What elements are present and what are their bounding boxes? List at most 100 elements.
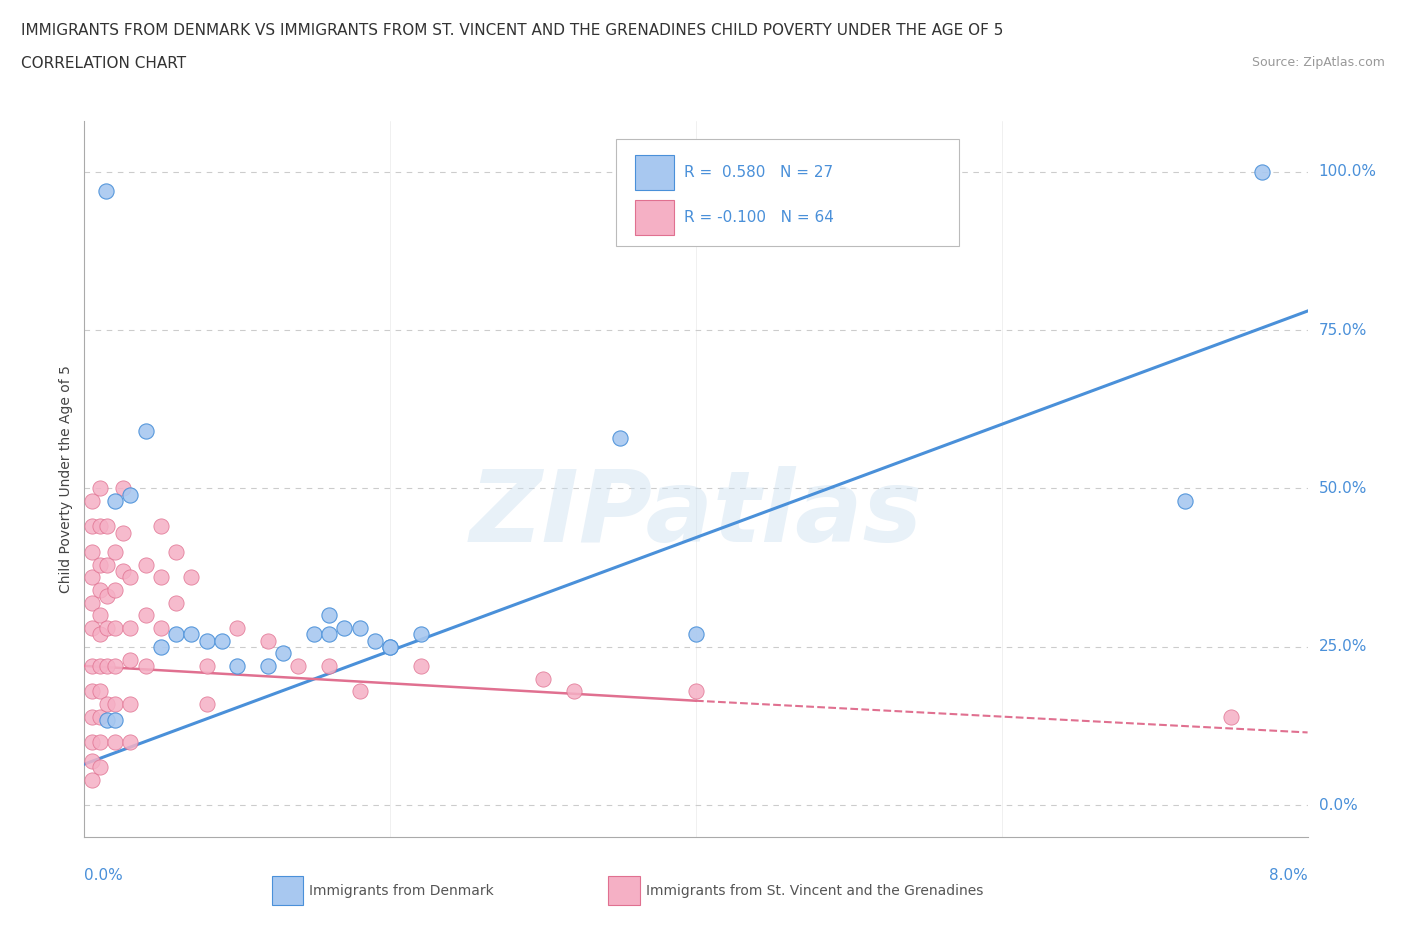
Point bbox=[111, 481, 134, 496]
Point bbox=[349, 684, 371, 698]
Point bbox=[89, 658, 111, 673]
Point bbox=[562, 684, 585, 698]
Text: CORRELATION CHART: CORRELATION CHART bbox=[21, 56, 186, 71]
Point bbox=[685, 684, 707, 698]
Point bbox=[302, 627, 325, 642]
Point bbox=[149, 570, 172, 585]
Point bbox=[104, 494, 127, 509]
Point bbox=[333, 620, 356, 635]
Point bbox=[104, 620, 127, 635]
Point bbox=[89, 710, 111, 724]
Point bbox=[380, 640, 402, 655]
Point bbox=[80, 684, 103, 698]
Point bbox=[195, 633, 218, 648]
Point bbox=[318, 658, 340, 673]
Point bbox=[180, 627, 202, 642]
Point bbox=[80, 735, 103, 750]
Point bbox=[80, 595, 103, 610]
Point bbox=[80, 519, 103, 534]
Point bbox=[409, 658, 432, 673]
Point bbox=[104, 544, 127, 559]
Point bbox=[1220, 710, 1243, 724]
Point bbox=[349, 620, 371, 635]
FancyBboxPatch shape bbox=[607, 876, 640, 905]
FancyBboxPatch shape bbox=[636, 200, 673, 235]
Point bbox=[609, 431, 631, 445]
Point bbox=[104, 712, 127, 727]
Point bbox=[318, 627, 340, 642]
Point bbox=[111, 564, 134, 578]
Point bbox=[89, 608, 111, 623]
Point bbox=[89, 684, 111, 698]
Point bbox=[89, 519, 111, 534]
Point bbox=[226, 658, 249, 673]
Point bbox=[96, 589, 118, 604]
Point bbox=[96, 557, 118, 572]
Text: 100.0%: 100.0% bbox=[1319, 164, 1376, 179]
Point bbox=[80, 658, 103, 673]
Point bbox=[104, 658, 127, 673]
Point bbox=[287, 658, 309, 673]
Text: 0.0%: 0.0% bbox=[1319, 798, 1357, 813]
Point bbox=[89, 760, 111, 775]
Text: Source: ZipAtlas.com: Source: ZipAtlas.com bbox=[1251, 56, 1385, 69]
Point bbox=[89, 627, 111, 642]
Point bbox=[120, 620, 142, 635]
Point bbox=[80, 753, 103, 768]
Text: ZIPatlas: ZIPatlas bbox=[470, 466, 922, 564]
Point bbox=[195, 697, 218, 711]
Point bbox=[318, 608, 340, 623]
Point bbox=[104, 582, 127, 597]
Point bbox=[96, 620, 118, 635]
Point bbox=[80, 773, 103, 788]
Point bbox=[96, 519, 118, 534]
Y-axis label: Child Poverty Under the Age of 5: Child Poverty Under the Age of 5 bbox=[59, 365, 73, 593]
Point bbox=[195, 658, 218, 673]
Text: 0.0%: 0.0% bbox=[84, 868, 124, 883]
Point bbox=[104, 697, 127, 711]
Text: 50.0%: 50.0% bbox=[1319, 481, 1367, 496]
Point bbox=[89, 557, 111, 572]
Point bbox=[120, 652, 142, 667]
Point bbox=[226, 620, 249, 635]
Point bbox=[80, 544, 103, 559]
Point bbox=[120, 735, 142, 750]
Point bbox=[111, 525, 134, 540]
Point bbox=[165, 544, 187, 559]
Text: R =  0.580   N = 27: R = 0.580 N = 27 bbox=[683, 165, 832, 180]
Point bbox=[1174, 494, 1197, 509]
Point bbox=[120, 487, 142, 502]
Text: 8.0%: 8.0% bbox=[1268, 868, 1308, 883]
Point bbox=[80, 570, 103, 585]
Text: Immigrants from Denmark: Immigrants from Denmark bbox=[309, 884, 494, 897]
Text: IMMIGRANTS FROM DENMARK VS IMMIGRANTS FROM ST. VINCENT AND THE GRENADINES CHILD : IMMIGRANTS FROM DENMARK VS IMMIGRANTS FR… bbox=[21, 23, 1004, 38]
Point bbox=[271, 645, 294, 660]
Point bbox=[89, 582, 111, 597]
Point bbox=[80, 620, 103, 635]
Point bbox=[96, 658, 118, 673]
FancyBboxPatch shape bbox=[616, 139, 959, 246]
Point bbox=[149, 620, 172, 635]
Text: 75.0%: 75.0% bbox=[1319, 323, 1367, 338]
Point bbox=[96, 697, 118, 711]
Point bbox=[135, 557, 157, 572]
Point bbox=[409, 627, 432, 642]
Point bbox=[149, 519, 172, 534]
Point bbox=[165, 595, 187, 610]
FancyBboxPatch shape bbox=[271, 876, 304, 905]
Point bbox=[380, 640, 402, 655]
Point bbox=[257, 633, 280, 648]
Point bbox=[135, 424, 157, 439]
Point bbox=[120, 570, 142, 585]
Point bbox=[94, 183, 117, 198]
Point bbox=[120, 697, 142, 711]
Point bbox=[135, 658, 157, 673]
Point bbox=[80, 494, 103, 509]
Point bbox=[257, 658, 280, 673]
Point bbox=[89, 735, 111, 750]
Point bbox=[531, 671, 554, 686]
Text: R = -0.100   N = 64: R = -0.100 N = 64 bbox=[683, 210, 834, 225]
Point bbox=[364, 633, 387, 648]
Point bbox=[149, 640, 172, 655]
Point bbox=[104, 735, 127, 750]
